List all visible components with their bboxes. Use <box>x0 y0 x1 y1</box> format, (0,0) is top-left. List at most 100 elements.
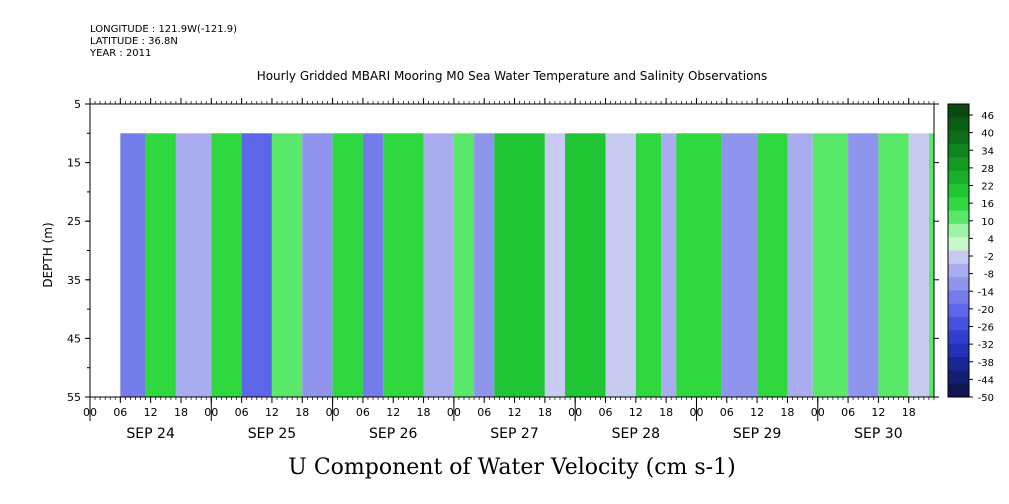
heatmap-cell <box>812 133 849 398</box>
heatmap-cell <box>605 133 636 398</box>
x-day-label: SEP 29 <box>733 426 781 442</box>
x-hour-label: 06 <box>841 406 855 419</box>
colorbar-swatch <box>948 263 969 278</box>
heatmap-cell <box>474 133 495 398</box>
heatmap-cell <box>145 133 176 398</box>
y-tick-label: 25 <box>67 215 81 228</box>
latitude-label: LATITUDE : 36.8N <box>90 36 178 47</box>
y-tick-label: 5 <box>74 98 81 111</box>
colorbar-tick-label: 28 <box>981 164 994 175</box>
heatmap-cell <box>787 133 813 398</box>
colorbar-swatch <box>948 130 969 145</box>
colorbar-frame <box>947 103 970 398</box>
heatmap-cell <box>271 133 303 398</box>
heatmap-cell <box>383 133 424 398</box>
colorbar-tick-label: 34 <box>981 146 994 157</box>
x-hour-label: 18 <box>659 406 673 419</box>
colorbar-swatch <box>948 357 969 371</box>
heatmap-cell <box>453 133 475 398</box>
heatmap-cell <box>635 133 662 398</box>
colorbar-swatch <box>948 170 969 185</box>
colorbar-tick-label: -44 <box>978 375 994 386</box>
colorbar-swatch <box>948 104 969 118</box>
heatmap-cell <box>423 133 454 398</box>
colorbar-tick-label: -26 <box>978 323 994 334</box>
heatmap-cell <box>928 133 934 398</box>
x-hour-label: 06 <box>113 406 127 419</box>
colorbar-swatch <box>948 290 969 305</box>
x-hour-label: 12 <box>508 406 522 419</box>
x-hour-label: 18 <box>417 406 431 419</box>
colorbar-swatch <box>948 223 969 238</box>
y-tick-label: 35 <box>67 274 81 287</box>
x-hour-label: 06 <box>356 406 370 419</box>
colorbar-swatch <box>948 157 969 172</box>
heatmap-cell <box>757 133 788 398</box>
colorbar-tick-label: 40 <box>981 129 994 140</box>
heatmap-cell <box>302 133 333 398</box>
x-hour-label: 06 <box>235 406 249 419</box>
colorbar-swatch <box>948 250 969 265</box>
heatmap-cell <box>211 133 242 398</box>
colorbar-swatch <box>948 343 969 358</box>
colorbar-tick-label: -14 <box>978 287 994 298</box>
colorbar-swatch <box>948 197 969 212</box>
colorbar-tick-label: -50 <box>978 393 994 404</box>
colorbar-swatch <box>948 117 969 132</box>
colorbar-swatch <box>948 277 969 291</box>
heatmap-cell <box>908 133 929 398</box>
colorbar-swatch <box>948 210 969 225</box>
colorbar-swatch <box>948 143 969 158</box>
x-hour-label: 12 <box>265 406 279 419</box>
heatmap-cell <box>878 133 909 398</box>
colorbar-tick-label: 22 <box>981 182 994 193</box>
x-day-label: SEP 26 <box>369 426 418 442</box>
y-tick-label: 55 <box>67 391 81 404</box>
x-hour-label: 06 <box>720 406 734 419</box>
colorbar-tick-label: 16 <box>981 199 994 210</box>
x-hour-label: 18 <box>902 406 916 419</box>
heatmap-cell <box>565 133 606 398</box>
plot-area <box>90 104 934 398</box>
colorbar-swatch <box>948 317 969 331</box>
y-tick-label: 15 <box>67 157 81 170</box>
colorbar-tick-label: -38 <box>978 358 994 369</box>
x-hour-label: 12 <box>629 406 643 419</box>
heatmap-cell <box>332 133 363 398</box>
x-hour-label: 18 <box>538 406 552 419</box>
x-day-label: SEP 24 <box>126 426 175 442</box>
colorbar-tick-label: 10 <box>981 217 994 228</box>
colorbar-swatch <box>948 183 969 198</box>
x-day-label: SEP 30 <box>854 426 902 442</box>
x-hour-label: 06 <box>477 406 491 419</box>
x-hour-label: 18 <box>780 406 794 419</box>
x-day-label: SEP 28 <box>612 426 660 442</box>
heatmap-cell <box>544 133 566 398</box>
colorbar-swatch <box>948 370 969 385</box>
colorbar-swatch <box>948 330 969 345</box>
colorbar-tick-label: -20 <box>978 305 994 316</box>
colorbar-tick-label: -8 <box>984 270 994 281</box>
x-hour-label: 12 <box>386 406 400 419</box>
y-tick-label: 45 <box>67 332 81 345</box>
heatmap-cell <box>175 133 212 398</box>
colorbar-swatch <box>948 303 969 318</box>
y-axis-label: DEPTH (m) <box>41 222 55 287</box>
colorbar-tick-label: -2 <box>984 252 994 263</box>
x-day-label: SEP 25 <box>248 426 296 442</box>
year-label: YEAR : 2011 <box>90 48 152 59</box>
heatmap-cell <box>721 133 758 398</box>
colorbar-tick-label: 46 <box>981 111 994 122</box>
heatmap-cell <box>120 133 146 398</box>
colorbar: 46 40 34 28 22 16 10 4 -2 -8 -14 -20 -26 -32 -38 -44 -50 <box>947 103 994 404</box>
x-hour-label: 18 <box>174 406 188 419</box>
chart-title: Hourly Gridded MBARI Mooring M0 Sea Wate… <box>257 69 768 83</box>
colorbar-swatch <box>948 383 969 398</box>
x-hour-label: 06 <box>598 406 612 419</box>
heatmap-cell <box>362 133 384 398</box>
x-day-label: SEP 27 <box>490 426 538 442</box>
x-hour-label: 12 <box>750 406 764 419</box>
heatmap-cell <box>848 133 879 398</box>
